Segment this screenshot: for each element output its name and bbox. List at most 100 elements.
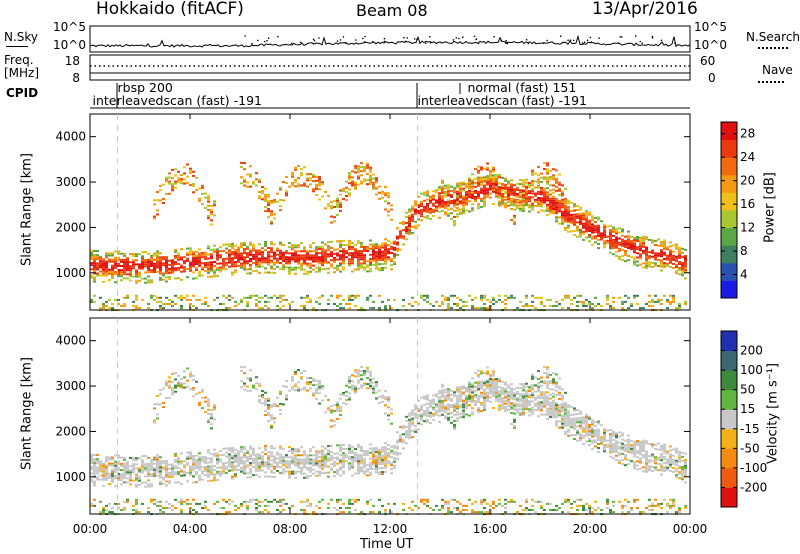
- velocity-cell: [489, 386, 492, 389]
- velocity-cell: [303, 454, 306, 457]
- velocity-cell: [492, 502, 495, 505]
- velocity-cell: [423, 412, 426, 414]
- velocity-cell: [243, 446, 246, 448]
- power-cell: [369, 183, 372, 185]
- power-cell: [201, 262, 204, 265]
- power-cell: [231, 247, 234, 250]
- power-cell: [135, 271, 138, 274]
- power-cell: [201, 266, 204, 269]
- power-cell: [282, 305, 285, 307]
- power-cell: [477, 180, 480, 182]
- power-cell: [93, 264, 96, 267]
- power-cell: [159, 296, 162, 299]
- velocity-cell: [483, 400, 486, 403]
- power-cell: [357, 171, 360, 174]
- power-cell: [132, 265, 135, 268]
- power-cell: [651, 300, 654, 303]
- velocity-cell: [171, 387, 174, 390]
- nsearch-point: [266, 39, 268, 42]
- power-cell: [342, 250, 345, 253]
- velocity-cell: [348, 382, 351, 385]
- power-cell: [156, 254, 159, 257]
- velocity-cell: [270, 463, 273, 466]
- velocity-cell: [177, 458, 180, 461]
- velocity-cell: [477, 398, 480, 401]
- velocity-cell: [315, 464, 318, 467]
- power-cell: [375, 267, 378, 270]
- power-cell: [441, 205, 444, 208]
- velocity-cell: [459, 392, 462, 395]
- velocity-cell: [438, 414, 441, 417]
- velocity-cell: [342, 462, 345, 465]
- power-cell: [279, 300, 282, 303]
- velocity-cell: [96, 454, 99, 456]
- velocity-cell: [198, 462, 201, 465]
- velocity-cell: [486, 393, 489, 396]
- power-cell: [156, 256, 159, 259]
- velocity-cell: [471, 395, 474, 398]
- power-cell: [357, 169, 360, 172]
- nsearch-point: [542, 42, 545, 45]
- power-cell: [243, 248, 246, 251]
- velocity-cell: [330, 444, 333, 447]
- velocity-cell: [294, 460, 297, 463]
- power-cell: [567, 230, 570, 233]
- power-cell: [474, 185, 477, 188]
- velocity-cell: [471, 407, 474, 410]
- velocity-cell: [195, 393, 198, 396]
- power-cell: [219, 262, 222, 265]
- power-cell: [573, 223, 576, 226]
- power-cell: [495, 181, 498, 184]
- velocity-cell: [168, 482, 171, 485]
- power-cell: [297, 266, 300, 269]
- power-cell: [123, 254, 126, 257]
- power-cell: [318, 262, 321, 265]
- power-cell: [102, 280, 105, 283]
- power-cell: [546, 168, 549, 171]
- velocity-cell: [267, 412, 270, 414]
- power-cell: [459, 208, 462, 211]
- cpid-label: rbsp 200: [118, 80, 173, 95]
- velocity-cell: [438, 509, 441, 511]
- velocity-cell: [171, 391, 174, 394]
- power-cell: [348, 178, 351, 181]
- power-cell: [384, 238, 387, 241]
- power-cell: [279, 307, 282, 310]
- power-cell: [480, 189, 483, 192]
- power-cell: [543, 199, 546, 202]
- power-cell: [483, 198, 486, 201]
- power-cell: [315, 183, 318, 186]
- velocity-cell: [477, 394, 480, 397]
- velocity-cell: [510, 391, 513, 394]
- power-cell: [540, 176, 543, 179]
- power-cell: [462, 208, 465, 210]
- velocity-cell: [357, 454, 360, 457]
- power-cell: [399, 230, 402, 233]
- velocity-cell: [408, 433, 411, 436]
- velocity-cell: [234, 465, 237, 468]
- power-cell: [663, 247, 666, 250]
- power-cell: [129, 261, 132, 264]
- velocity-cell: [480, 401, 483, 404]
- velocity-cell: [150, 473, 153, 476]
- velocity-cell: [297, 466, 300, 469]
- power-cell: [135, 307, 138, 310]
- power-cell: [102, 303, 105, 305]
- power-cell: [600, 234, 603, 237]
- power-cell: [318, 178, 321, 181]
- velocity-cell: [150, 498, 153, 501]
- power-cell: [450, 217, 453, 220]
- velocity-cell: [366, 470, 369, 473]
- velocity-cell: [351, 374, 354, 377]
- power-cell: [516, 204, 519, 207]
- power-cell: [669, 257, 672, 260]
- velocity-cell: [237, 507, 240, 509]
- power-cell: [663, 294, 666, 297]
- velocity-cell: [411, 429, 414, 432]
- power-cell: [207, 247, 210, 250]
- power-cell: [294, 166, 297, 169]
- velocity-cell: [207, 467, 210, 470]
- velocity-cell: [357, 456, 360, 459]
- velocity-cell: [309, 504, 312, 507]
- power-cell: [375, 179, 378, 182]
